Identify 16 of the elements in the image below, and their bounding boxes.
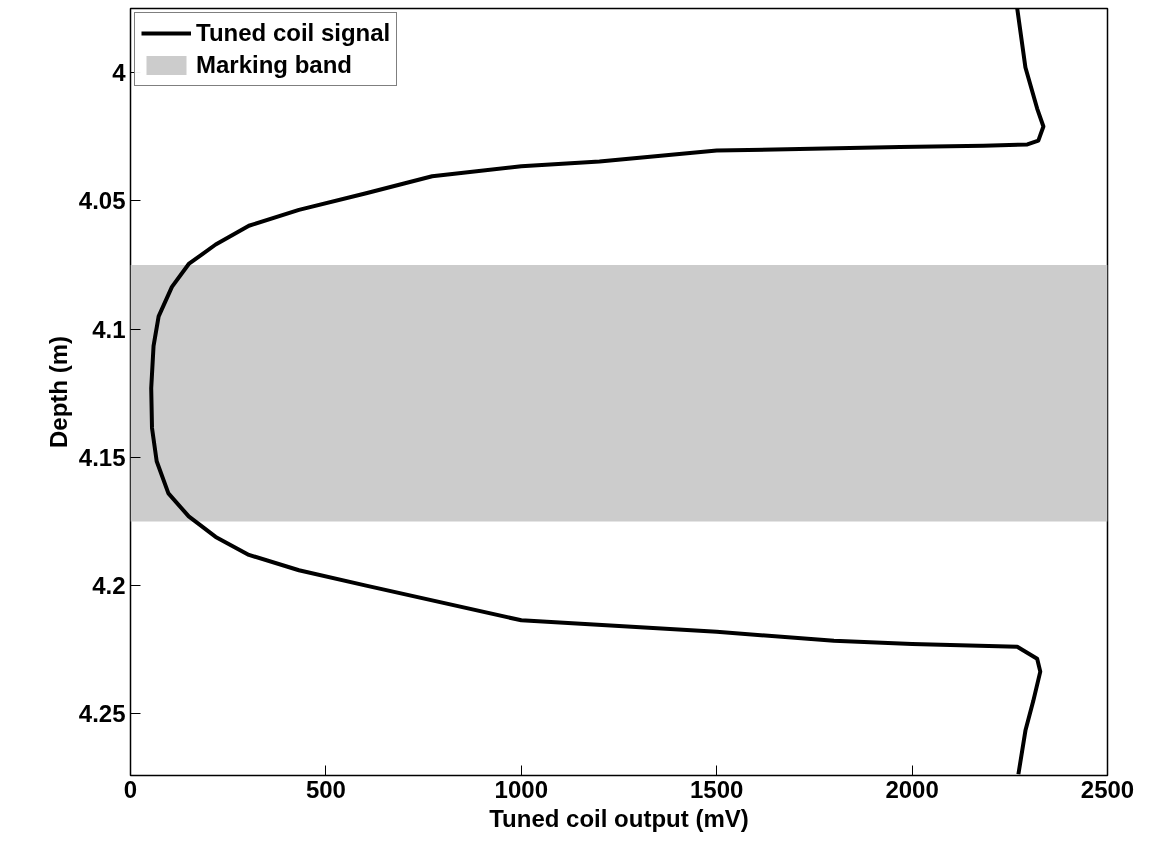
y-axis-title: Depth (m) bbox=[44, 336, 72, 448]
y-tick-label: 4.25 bbox=[78, 700, 126, 728]
x-tick-label: 500 bbox=[305, 775, 346, 803]
x-tick-label: 2500 bbox=[1080, 775, 1135, 803]
y-tick-label: 4.05 bbox=[78, 187, 126, 215]
y-tick-label: 4.15 bbox=[78, 443, 126, 471]
x-tick-label: 2000 bbox=[885, 775, 939, 803]
x-tick-label: 0 bbox=[123, 775, 138, 803]
legend-label: Tuned coil signal bbox=[196, 19, 391, 47]
y-tick-label: 4.1 bbox=[92, 315, 126, 343]
legend-label: Marking band bbox=[196, 51, 353, 79]
x-tick-label: 1000 bbox=[494, 775, 548, 803]
y-tick-label: 4 bbox=[112, 59, 127, 87]
x-axis-title: Tuned coil output (mV) bbox=[489, 804, 749, 832]
y-tick-label: 4.2 bbox=[92, 572, 126, 600]
x-tick-label: 1500 bbox=[690, 775, 744, 803]
